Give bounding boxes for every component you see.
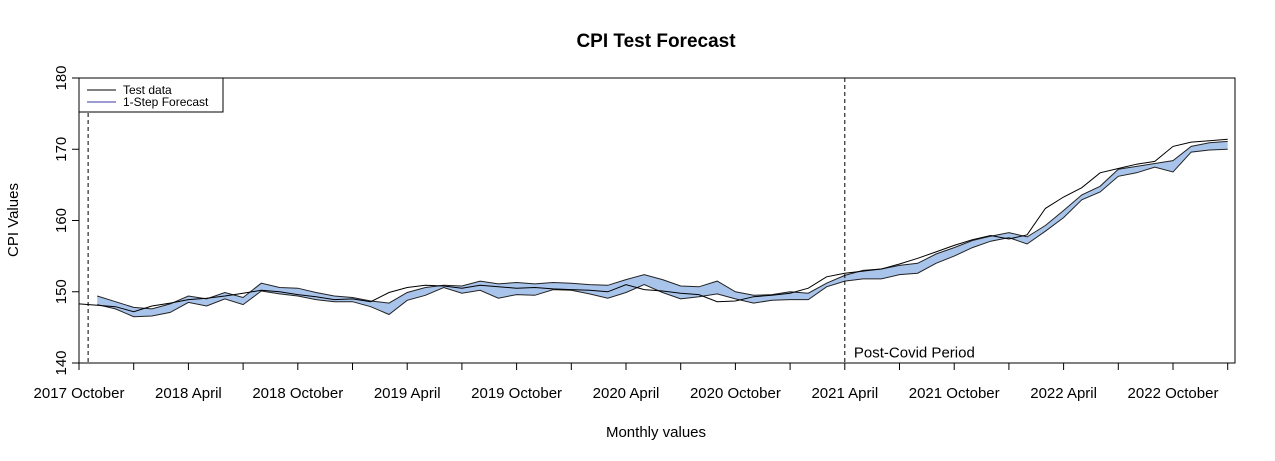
y-axis-title: CPI Values — [5, 183, 22, 257]
y-tick-label: 140 — [53, 350, 70, 375]
x-tick-label: 2017 October — [34, 385, 125, 402]
test-data-line — [78, 138, 1228, 313]
y-tick-label: 150 — [53, 279, 70, 304]
chart-title: CPI Test Forecast — [576, 31, 736, 52]
x-tick-label: 2019 April — [374, 385, 441, 402]
x-tick-label: 2022 April — [1030, 385, 1097, 402]
legend-label: 1-Step Forecast — [123, 95, 209, 109]
plot-area: 140 150 160 170 180 2017 October 2018 April 201… — [34, 65, 1236, 402]
y-tick-label: 170 — [53, 137, 70, 162]
forecast-band — [97, 141, 1228, 317]
x-tick-label: 2022 October — [1128, 385, 1219, 402]
x-tick-label: 2018 April — [155, 385, 222, 402]
x-tick-label: 2019 October — [471, 385, 562, 402]
x-axis-title: Monthly values — [606, 424, 706, 441]
x-tick-label: 2021 October — [909, 385, 1000, 402]
x-tick-label: 2020 April — [593, 385, 660, 402]
legend-box — [78, 77, 224, 113]
x-tick-label: 2018 October — [252, 385, 343, 402]
x-tick-label: 2021 April — [811, 385, 878, 402]
post-covid-annotation: Post-Covid Period — [854, 344, 975, 361]
forecast-lower-line — [97, 148, 1228, 318]
plot-frame — [78, 77, 1236, 364]
x-tick-label: 2020 October — [690, 385, 781, 402]
y-tick-label: 180 — [53, 65, 70, 90]
legend-label: Test data — [123, 83, 172, 97]
forecast-upper-line — [97, 140, 1228, 310]
y-tick-label: 160 — [53, 208, 70, 233]
